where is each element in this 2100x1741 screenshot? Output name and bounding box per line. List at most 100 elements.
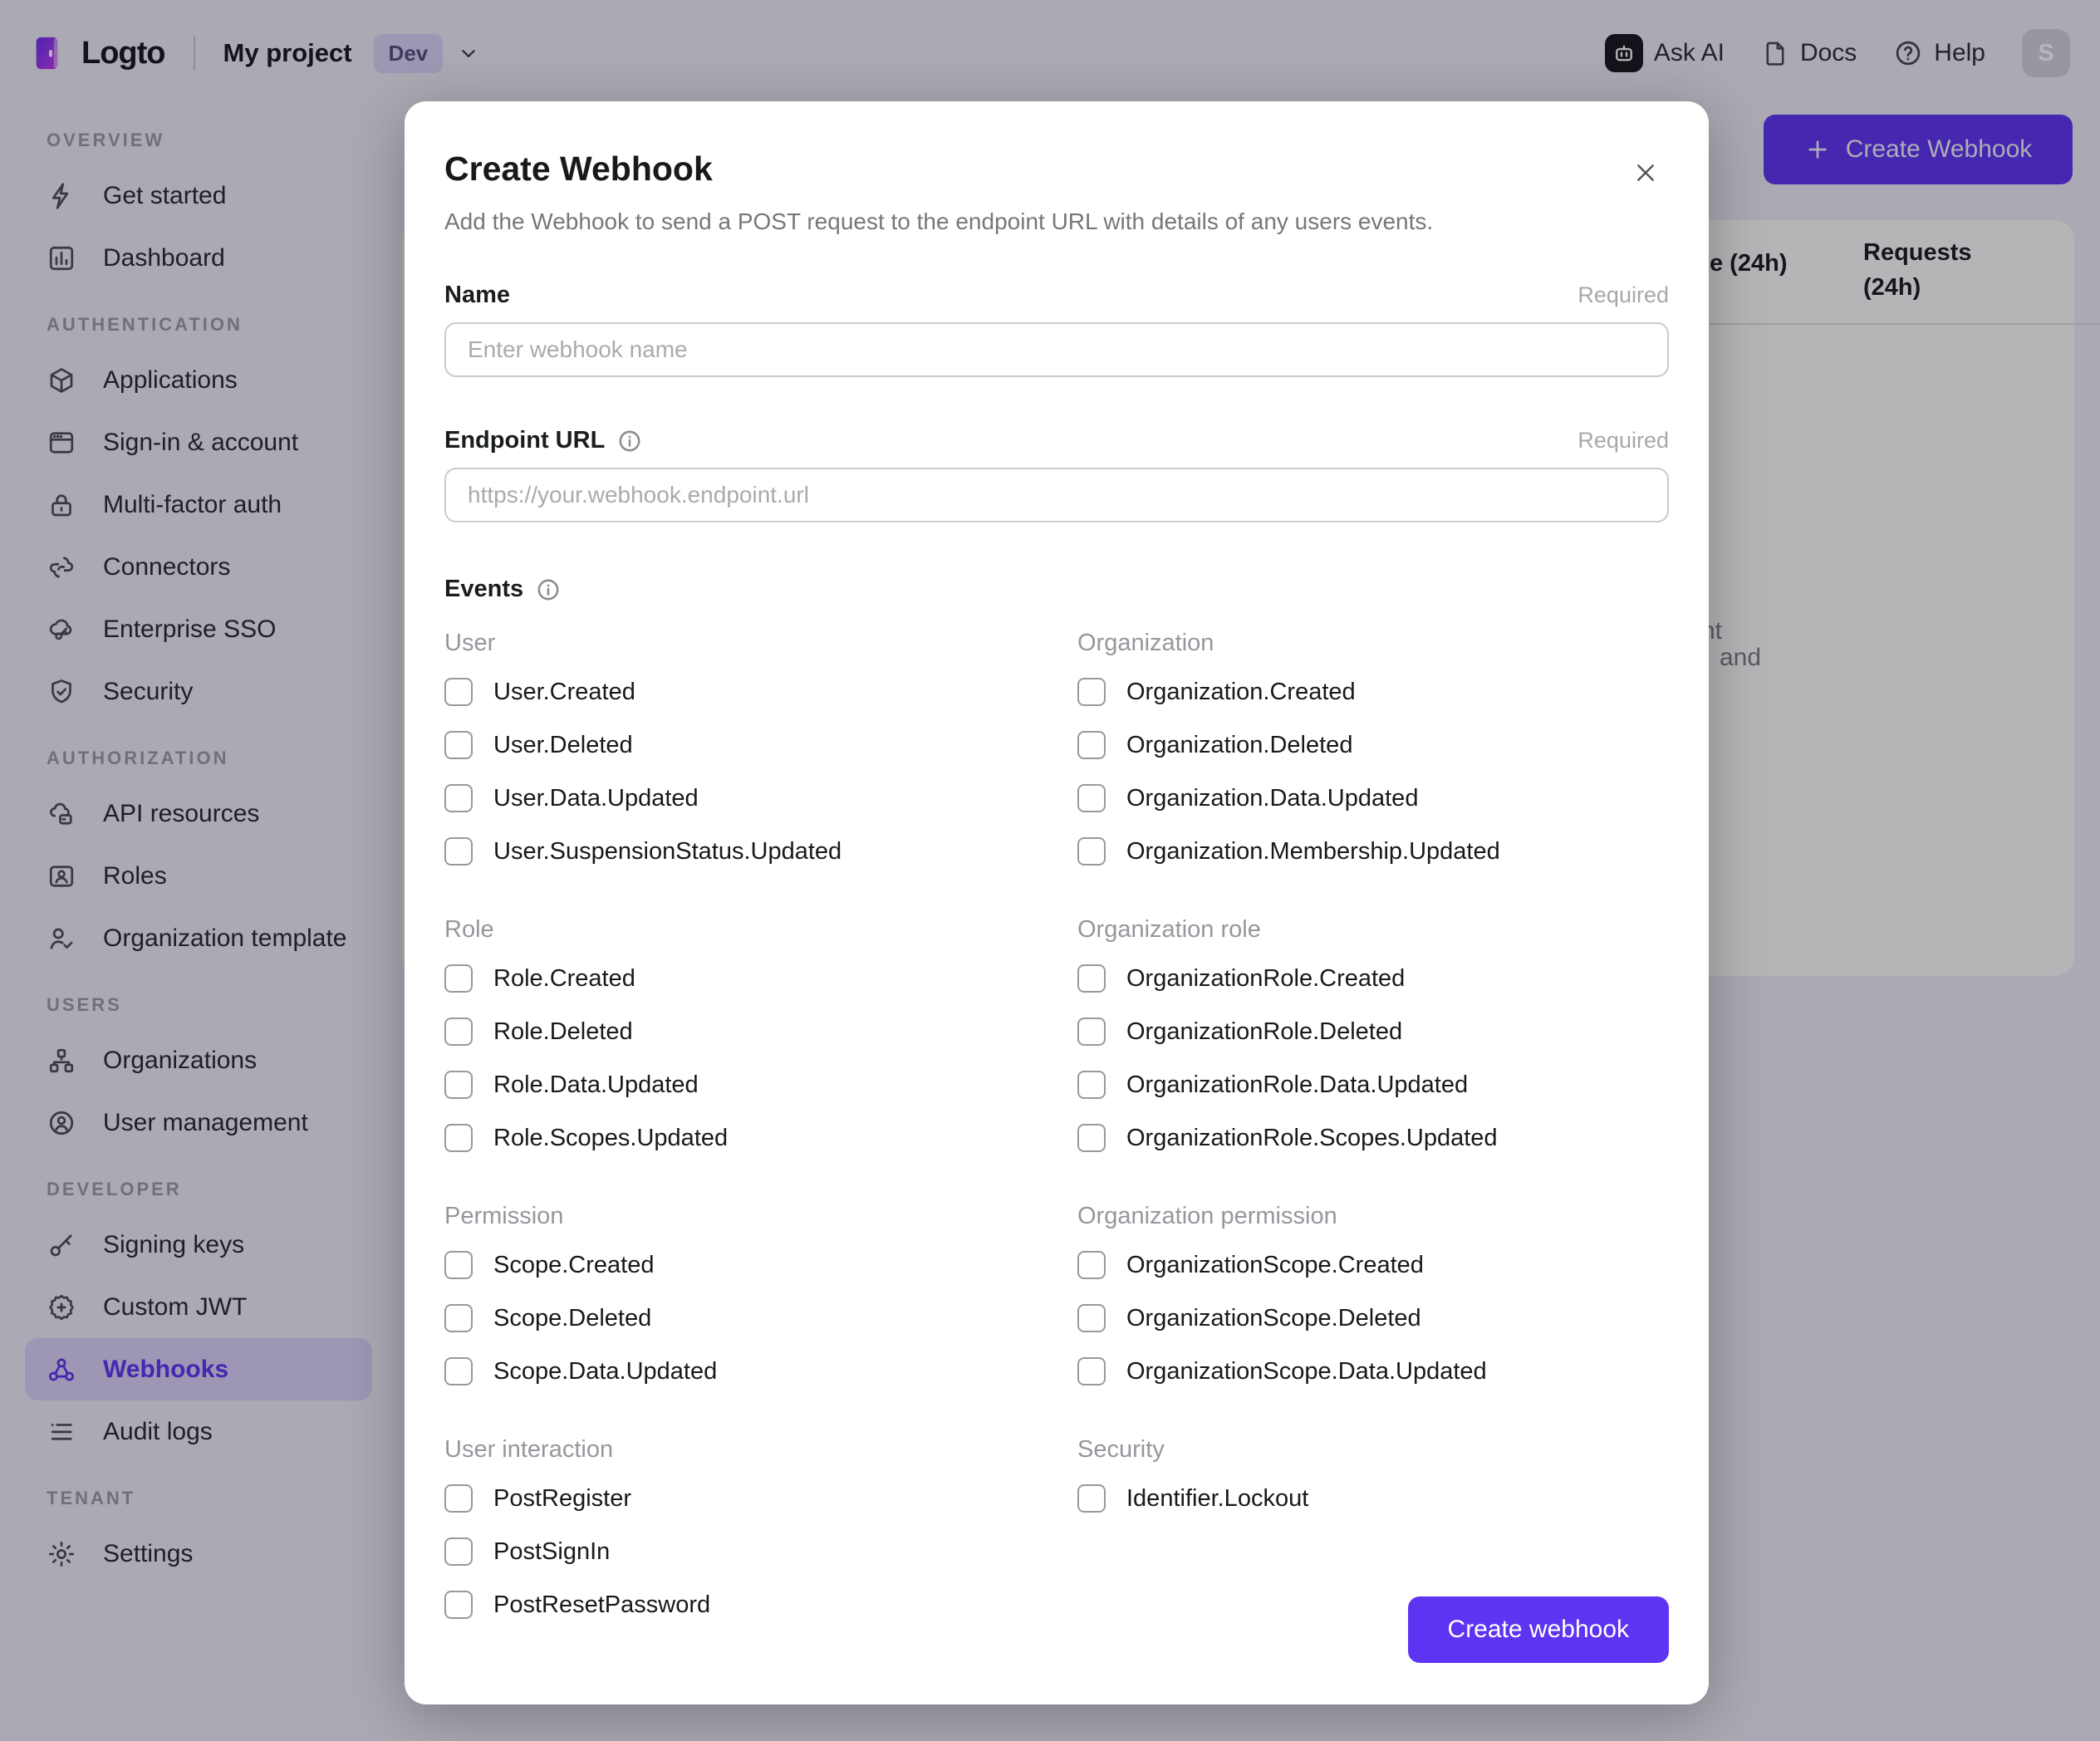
name-field-header: Name Required	[444, 282, 1669, 309]
event-checkbox-row[interactable]: OrganizationRole.Data.Updated	[1077, 1058, 1669, 1111]
event-group-title: Permission	[444, 1203, 564, 1229]
sidebar-item-settings[interactable]: Settings	[25, 1523, 372, 1585]
logto-brand[interactable]: Logto	[30, 32, 166, 74]
checkbox[interactable]	[1077, 1357, 1106, 1385]
checkbox[interactable]	[444, 1018, 473, 1046]
checkbox[interactable]	[444, 964, 473, 993]
info-icon[interactable]	[535, 576, 562, 603]
event-checkbox-row[interactable]: OrganizationRole.Scopes.Updated	[1077, 1111, 1669, 1165]
checkbox[interactable]	[1077, 678, 1106, 706]
checkbox[interactable]	[444, 1071, 473, 1099]
checkbox[interactable]	[444, 1484, 473, 1513]
topbar: Logto My project Dev Ask AI	[0, 0, 2100, 106]
sidebar-section-users: USERS	[47, 994, 122, 1015]
checkbox[interactable]	[444, 1304, 473, 1332]
sidebar-item-label: Organization template	[103, 924, 347, 952]
checkbox[interactable]	[1077, 1251, 1106, 1279]
event-checkbox-row[interactable]: OrganizationScope.Deleted	[1077, 1292, 1669, 1345]
checkbox[interactable]	[1077, 731, 1106, 759]
event-checkbox-row[interactable]: Organization.Membership.Updated	[1077, 825, 1669, 878]
sidebar-item-custom-jwt[interactable]: Custom JWT	[25, 1276, 372, 1338]
sidebar-item-label: Dashboard	[103, 243, 225, 272]
events-label: Events	[444, 576, 524, 602]
event-checkbox-row[interactable]: User.SuspensionStatus.Updated	[444, 825, 1077, 878]
sidebar-item-connectors[interactable]: Connectors	[25, 536, 372, 598]
sidebar-item-dashboard[interactable]: Dashboard	[25, 227, 372, 289]
avatar[interactable]: S	[2022, 29, 2070, 77]
sidebar-item-organization-template[interactable]: Organization template	[25, 907, 372, 969]
checkbox[interactable]	[1077, 1304, 1106, 1332]
event-checkbox-row[interactable]: Role.Deleted	[444, 1005, 1077, 1058]
sidebar-section-overview: OVERVIEW	[47, 130, 165, 150]
sidebar-item-enterprise-sso[interactable]: Enterprise SSO	[25, 598, 372, 660]
checkbox[interactable]	[444, 1537, 473, 1566]
event-checkbox-row[interactable]: Role.Created	[444, 952, 1077, 1005]
event-checkbox-row[interactable]: Organization.Data.Updated	[1077, 772, 1669, 825]
event-checkbox-row[interactable]: Scope.Deleted	[444, 1292, 1077, 1345]
create-webhook-header-button[interactable]: Create Webhook	[1764, 115, 2073, 184]
event-checkbox-row[interactable]: Organization.Created	[1077, 665, 1669, 718]
checkbox[interactable]	[1077, 1018, 1106, 1046]
checkbox[interactable]	[444, 1251, 473, 1279]
event-checkbox-row[interactable]: OrganizationRole.Created	[1077, 952, 1669, 1005]
event-checkbox-row[interactable]: Role.Data.Updated	[444, 1058, 1077, 1111]
checkbox[interactable]	[444, 731, 473, 759]
endpoint-url-input[interactable]	[444, 468, 1669, 522]
event-checkbox-row[interactable]: Identifier.Lockout	[1077, 1472, 1669, 1525]
docs-button[interactable]: Docs	[1761, 39, 1857, 67]
event-checkbox-row[interactable]: User.Created	[444, 665, 1077, 718]
sidebar-item-security[interactable]: Security	[25, 660, 372, 723]
event-checkbox-row[interactable]: PostSignIn	[444, 1525, 1077, 1578]
checkbox[interactable]	[1077, 1071, 1106, 1099]
close-icon[interactable]	[1627, 154, 1664, 191]
sidebar-item-applications[interactable]: Applications	[25, 349, 372, 411]
checkbox[interactable]	[1077, 784, 1106, 812]
event-checkbox-row[interactable]: User.Deleted	[444, 718, 1077, 772]
event-checkbox-row[interactable]: OrganizationRole.Deleted	[1077, 1005, 1669, 1058]
sidebar-item-user-management[interactable]: User management	[25, 1091, 372, 1154]
event-checkbox-row[interactable]: PostRegister	[444, 1472, 1077, 1525]
checkbox[interactable]	[1077, 1124, 1106, 1152]
sidebar-item-signing-keys[interactable]: Signing keys	[25, 1214, 372, 1276]
cube-icon	[47, 365, 76, 395]
sidebar-section-developer: DEVELOPER	[47, 1179, 182, 1199]
event-checkbox-row[interactable]: OrganizationScope.Data.Updated	[1077, 1345, 1669, 1398]
event-checkbox-row[interactable]: User.Data.Updated	[444, 772, 1077, 825]
event-checkbox-row[interactable]: PostResetPassword	[444, 1578, 1077, 1631]
checkbox[interactable]	[1077, 837, 1106, 866]
checkbox[interactable]	[444, 1591, 473, 1619]
sidebar-item-webhooks[interactable]: Webhooks	[25, 1338, 372, 1400]
sidebar-item-organizations[interactable]: Organizations	[25, 1029, 372, 1091]
checkbox[interactable]	[444, 1124, 473, 1152]
cloud-stack-icon	[47, 799, 76, 829]
event-checkbox-row[interactable]: Scope.Data.Updated	[444, 1345, 1077, 1398]
sidebar-item-label: Enterprise SSO	[103, 615, 277, 643]
event-checkbox-row[interactable]: Role.Scopes.Updated	[444, 1111, 1077, 1165]
checkbox[interactable]	[444, 1357, 473, 1385]
chevron-down-icon[interactable]	[458, 42, 479, 64]
sidebar-item-mfa[interactable]: Multi-factor auth	[25, 473, 372, 536]
checkbox[interactable]	[444, 784, 473, 812]
sidebar-item-api-resources[interactable]: API resources	[25, 782, 372, 845]
sidebar-item-sign-in-account[interactable]: Sign-in & account	[25, 411, 372, 473]
checkbox[interactable]	[1077, 1484, 1106, 1513]
sidebar-item-get-started[interactable]: Get started	[25, 164, 372, 227]
sidebar-item-label: Signing keys	[103, 1230, 245, 1258]
checkbox[interactable]	[1077, 964, 1106, 993]
webhook-name-input[interactable]	[444, 322, 1669, 377]
event-checkbox-row[interactable]: Scope.Created	[444, 1238, 1077, 1292]
connectors-icon	[47, 552, 76, 582]
event-checkbox-row[interactable]: Organization.Deleted	[1077, 718, 1669, 772]
create-webhook-submit-button[interactable]: Create webhook	[1407, 1596, 1669, 1663]
checkbox[interactable]	[444, 678, 473, 706]
project-name[interactable]: My project	[223, 38, 352, 67]
checkbox[interactable]	[444, 837, 473, 866]
event-checkbox-row[interactable]: OrganizationScope.Created	[1077, 1238, 1669, 1292]
sidebar-item-roles[interactable]: Roles	[25, 845, 372, 907]
modal-description: Add the Webhook to send a POST request t…	[444, 208, 1434, 234]
sidebar-item-audit-logs[interactable]: Audit logs	[25, 1400, 372, 1463]
info-icon[interactable]	[616, 428, 643, 454]
help-button[interactable]: Help	[1893, 38, 1985, 68]
ask-ai-button[interactable]: Ask AI	[1604, 34, 1725, 72]
sidebar-item-label: Security	[103, 677, 194, 705]
